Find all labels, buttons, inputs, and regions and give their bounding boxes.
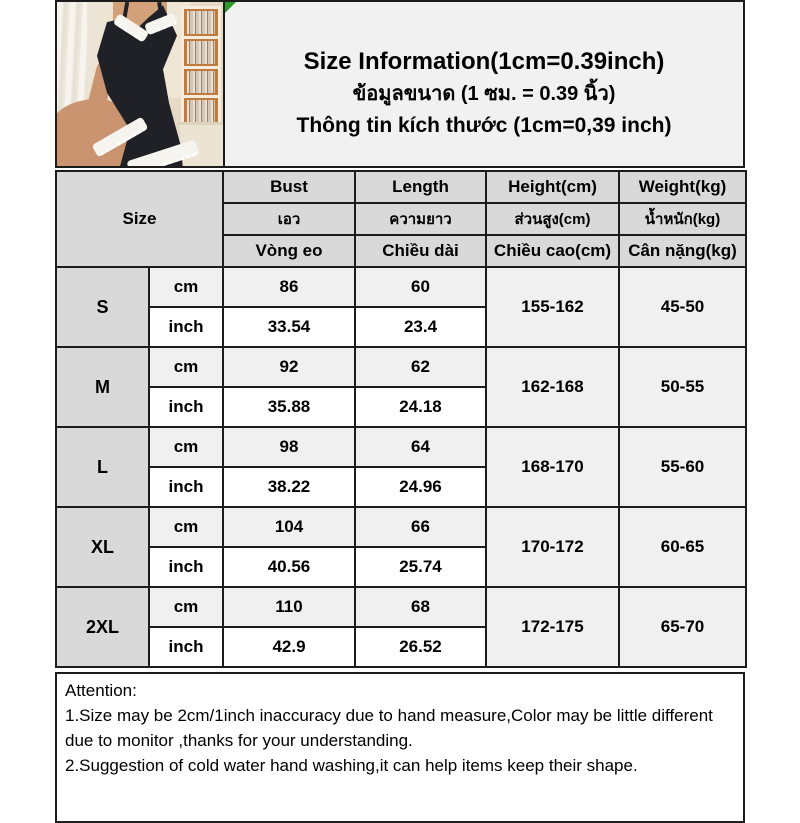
row-s-weight: 45-50 <box>618 266 747 348</box>
col-height-vi: Chiều cao(cm) <box>485 234 620 268</box>
books <box>187 40 215 64</box>
size-chart-sheet: Size Information(1cm=0.39inch) ข้อมูลขนา… <box>55 0 747 823</box>
row-2xl-weight: 65-70 <box>618 586 747 668</box>
header-row-vietnamese: Vòng eo Chiều dài Chiều cao(cm) Cân nặng… <box>56 234 747 268</box>
row-l-cm: L cm 98 64 168-170 55-60 <box>55 426 747 508</box>
row-2xl-inch: inch 42.9 26.52 <box>56 626 746 668</box>
row-m-length-cm: 62 <box>354 346 487 388</box>
row-xl-length-cm: 66 <box>354 506 487 548</box>
row-s-length-inch: 23.4 <box>354 306 487 348</box>
col-weight-en: Weight(kg) <box>618 170 747 204</box>
row-s-bust-cm: 86 <box>222 266 356 308</box>
bookshelf-cubby <box>184 98 218 125</box>
col-length-vi: Chiều dài <box>354 234 487 268</box>
row-l-length-cm: 64 <box>354 426 487 468</box>
row-xl-unit-cm: cm <box>148 506 224 548</box>
col-length-th: ความยาว <box>354 202 487 236</box>
row-l-unit-inch: inch <box>148 466 224 508</box>
size-column-header: Size <box>55 170 224 268</box>
attention-line-1: 1.Size may be 2cm/1inch inaccuracy due t… <box>65 706 713 750</box>
row-xl-unit-inch: inch <box>148 546 224 588</box>
title-english: Size Information(1cm=0.39inch) <box>303 47 665 75</box>
row-l-inch: inch 38.22 24.96 <box>56 466 746 508</box>
header-row-english: Size Bust Length Height(cm) Weight(kg) <box>55 170 747 268</box>
row-s-height: 155-162 <box>485 266 620 348</box>
attention-line-2: 2.Suggestion of cold water hand washing,… <box>65 756 638 775</box>
col-bust-en: Bust <box>222 170 356 204</box>
row-xl-height: 170-172 <box>485 506 620 588</box>
row-m-inch: inch 35.88 24.18 <box>56 386 746 428</box>
bookshelf-cubby <box>184 68 218 96</box>
col-weight-th: น้ำหนัก(kg) <box>618 202 747 236</box>
row-m-length-inch: 24.18 <box>354 386 487 428</box>
col-weight-vi: Cân nặng(kg) <box>618 234 747 268</box>
row-2xl-cm: 2XL cm 110 68 172-175 65-70 <box>55 586 747 668</box>
row-2xl-height: 172-175 <box>485 586 620 668</box>
col-height-en: Height(cm) <box>485 170 620 204</box>
col-bust-th: เอว <box>222 202 356 236</box>
row-2xl-bust-cm: 110 <box>222 586 356 628</box>
row-s-unit-inch: inch <box>148 306 224 348</box>
row-s-bust-inch: 33.54 <box>222 306 356 348</box>
row-m-unit-cm: cm <box>148 346 224 388</box>
attention-note: Attention: 1.Size may be 2cm/1inch inacc… <box>55 672 745 823</box>
row-xl-bust-cm: 104 <box>222 506 356 548</box>
row-l-height: 168-170 <box>485 426 620 508</box>
row-2xl-unit-inch: inch <box>148 626 224 668</box>
row-l-weight: 55-60 <box>618 426 747 508</box>
row-xl-inch: inch 40.56 25.74 <box>56 546 746 588</box>
row-m-weight: 50-55 <box>618 346 747 428</box>
row-2xl-length-cm: 68 <box>354 586 487 628</box>
header-block: Size Information(1cm=0.39inch) ข้อมูลขนา… <box>55 0 745 168</box>
title-vietnamese: Thông tin kích thước (1cm=0,39 inch) <box>296 113 672 137</box>
row-s-unit-cm: cm <box>148 266 224 308</box>
row-xl-length-inch: 25.74 <box>354 546 487 588</box>
size-label-s: S <box>55 266 150 348</box>
title-thai: ข้อมูลขนาด (1 ซม. = 0.39 นิ้ว) <box>352 82 616 105</box>
row-l-bust-inch: 38.22 <box>222 466 356 508</box>
row-l-length-inch: 24.96 <box>354 466 487 508</box>
row-s-cm: S cm 86 60 155-162 45-50 <box>55 266 747 348</box>
row-xl-bust-inch: 40.56 <box>222 546 356 588</box>
green-corner-marker-icon <box>225 2 236 13</box>
row-m-cm: M cm 92 62 162-168 50-55 <box>55 346 747 428</box>
row-l-bust-cm: 98 <box>222 426 356 468</box>
row-2xl-bust-inch: 42.9 <box>222 626 356 668</box>
product-photo <box>57 2 225 166</box>
row-l-unit-cm: cm <box>148 426 224 468</box>
attention-heading: Attention: <box>65 681 137 700</box>
size-table: Size Bust Length Height(cm) Weight(kg) เ… <box>55 170 747 668</box>
books <box>187 11 215 34</box>
books <box>187 70 215 94</box>
row-s-length-cm: 60 <box>354 266 487 308</box>
col-bust-vi: Vòng eo <box>222 234 356 268</box>
size-label-m: M <box>55 346 150 428</box>
bookshelf-cubby <box>184 9 218 36</box>
bookshelf <box>181 6 221 128</box>
row-xl-weight: 60-65 <box>618 506 747 588</box>
size-label-l: L <box>55 426 150 508</box>
header-row-thai: เอว ความยาว ส่วนสูง(cm) น้ำหนัก(kg) <box>56 202 747 236</box>
size-label-xl: XL <box>55 506 150 588</box>
row-m-bust-inch: 35.88 <box>222 386 356 428</box>
row-m-height: 162-168 <box>485 346 620 428</box>
row-m-bust-cm: 92 <box>222 346 356 388</box>
row-2xl-length-inch: 26.52 <box>354 626 487 668</box>
row-2xl-unit-cm: cm <box>148 586 224 628</box>
size-information-title: Size Information(1cm=0.39inch) ข้อมูลขนา… <box>225 2 743 166</box>
size-label-2xl: 2XL <box>55 586 150 668</box>
row-s-inch: inch 33.54 23.4 <box>56 306 746 348</box>
bookshelf-cubby <box>184 38 218 66</box>
row-xl-cm: XL cm 104 66 170-172 60-65 <box>55 506 747 588</box>
col-length-en: Length <box>354 170 487 204</box>
row-m-unit-inch: inch <box>148 386 224 428</box>
books <box>187 100 215 123</box>
col-height-th: ส่วนสูง(cm) <box>485 202 620 236</box>
